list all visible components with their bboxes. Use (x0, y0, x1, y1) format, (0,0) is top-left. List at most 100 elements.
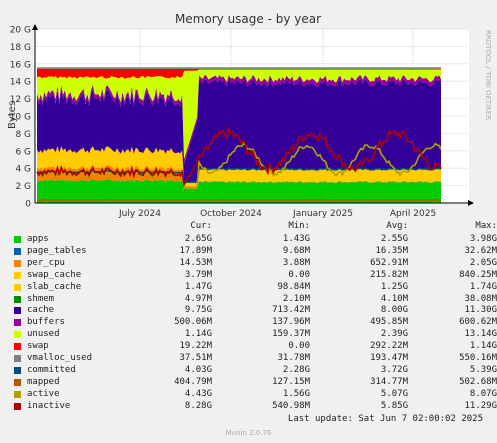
legend-swatch (14, 402, 21, 410)
legend-series-name: cache (27, 305, 55, 316)
legend-value-max: 38.08M (464, 293, 497, 304)
legend-value-avg: 314.77M (370, 376, 408, 387)
legend-value-max: 550.16M (459, 353, 497, 363)
chart-title: Memory usage - by year (175, 12, 321, 26)
y-tick-label: 16 G (10, 60, 31, 70)
y-tick-label: 4 G (15, 165, 31, 175)
legend-swatch (14, 343, 21, 351)
y-tick-label: 8 G (15, 130, 31, 140)
legend-column-header: Max: (475, 221, 497, 231)
line-mapped (36, 198, 442, 202)
area-apps (37, 179, 441, 203)
legend-value-max: 2.05G (469, 257, 497, 268)
legend-value-max: 8.07G (469, 388, 497, 399)
x-axis-arrow (468, 200, 474, 206)
legend-value-max: 1.74G (469, 281, 497, 292)
legend-value-cur: 8.28G (184, 400, 212, 411)
legend-swatch (14, 295, 21, 303)
legend-value-avg: 5.85G (380, 400, 408, 411)
legend-swatch (14, 247, 21, 255)
legend-swatch (14, 378, 21, 386)
legend-value-min: 159.37M (272, 329, 310, 340)
legend-column-header: Avg: (386, 221, 408, 231)
area-page-tables (37, 179, 441, 190)
area-swap (37, 69, 441, 79)
legend-series-name: mapped (27, 376, 60, 387)
legend-value-max: 13.14G (464, 329, 497, 340)
legend-value-avg: 215.82M (370, 269, 408, 280)
legend-swatch (14, 331, 21, 339)
legend-series-name: shmem (27, 293, 55, 304)
last-update: Last update: Sat Jun 7 02:00:02 2025 (287, 414, 483, 424)
legend-swatch (14, 236, 21, 243)
legend-series-name: apps (27, 234, 49, 244)
legend-series-name: unused (27, 329, 60, 340)
legend-value-cur: 9.75G (184, 305, 212, 316)
legend-value-avg: 652.91M (370, 257, 408, 268)
line-inactive (36, 125, 442, 188)
legend-value-max: 5.39G (469, 364, 497, 375)
legend-series-name: vmalloc_used (27, 353, 93, 363)
y-tick-label: 20 G (10, 26, 31, 36)
legend-value-avg: 3.72G (380, 364, 408, 375)
legend-value-min: 0.00 (288, 269, 310, 280)
legend-column-header: Min: (288, 221, 310, 231)
x-tick-label: July 2024 (118, 209, 161, 219)
legend-value-min: 1.43G (282, 234, 310, 244)
legend-value-cur: 2.65G (184, 234, 212, 244)
legend-swatch (14, 271, 21, 279)
legend-value-avg: 1.25G (380, 281, 408, 292)
legend-series-name: page_tables (27, 245, 87, 256)
legend-value-cur: 500.06M (174, 317, 212, 328)
legend-value-min: 9.68M (282, 245, 310, 256)
legend-swatch (14, 366, 21, 374)
legend-value-avg: 4.10M (380, 293, 408, 304)
y-tick-label: 0 (25, 200, 31, 210)
legend-value-cur: 3.79M (184, 269, 212, 280)
legend-value-min: 1.56G (282, 388, 310, 399)
legend-value-min: 540.98M (272, 400, 310, 411)
y-tick-label: 12 G (10, 95, 31, 105)
area-slab-cache (37, 146, 441, 185)
y-tick-label: 14 G (10, 78, 31, 88)
legend-value-min: 127.15M (272, 376, 310, 387)
y-axis-label: Bytes (7, 101, 18, 129)
legend-value-cur: 37.51M (179, 353, 212, 363)
legend-value-min: 0.00 (288, 341, 310, 352)
legend-value-min: 2.10M (282, 293, 310, 304)
legend-value-max: 32.62M (464, 245, 497, 256)
y-axis-arrow (32, 24, 38, 30)
legend-swatch (14, 319, 21, 327)
legend-swatch (14, 355, 21, 362)
legend-series-name: per_cpu (27, 257, 65, 268)
legend-series-name: slab_cache (27, 281, 82, 292)
legend-value-cur: 404.79M (174, 376, 212, 387)
legend-swatch (14, 390, 21, 398)
legend-value-max: 1.14G (469, 341, 497, 352)
legend-value-avg: 5.07G (380, 388, 408, 399)
legend-series-name: swap_cache (27, 269, 82, 280)
legend-value-max: 11.30G (464, 305, 497, 316)
legend-value-max: 502.68M (459, 376, 497, 387)
legend-value-avg: 292.22M (370, 341, 408, 352)
legend-value-cur: 1.47G (184, 281, 212, 292)
legend-value-cur: 4.43G (184, 388, 212, 399)
area-buffers (37, 74, 441, 164)
legend-value-min: 31.78M (277, 353, 310, 363)
legend-value-cur: 17.89M (179, 245, 212, 256)
y-tick-label: 6 G (15, 147, 31, 157)
area-vmalloc-used (37, 67, 441, 69)
legend-swatch (14, 259, 21, 267)
legend-value-max: 3.98G (469, 234, 497, 244)
legend-series-name: active (27, 388, 60, 399)
legend-value-cur: 19.22M (179, 341, 212, 352)
area-swap-cache (37, 158, 441, 187)
x-tick-label: January 2025 (292, 209, 353, 219)
legend-column-header: Cur: (190, 221, 212, 231)
legend-value-min: 2.28G (282, 364, 310, 375)
legend-series-name: committed (27, 364, 76, 375)
y-tick-label: 18 G (10, 43, 31, 53)
legend-series-name: buffers (27, 317, 65, 328)
legend-value-avg: 2.55G (380, 234, 408, 244)
